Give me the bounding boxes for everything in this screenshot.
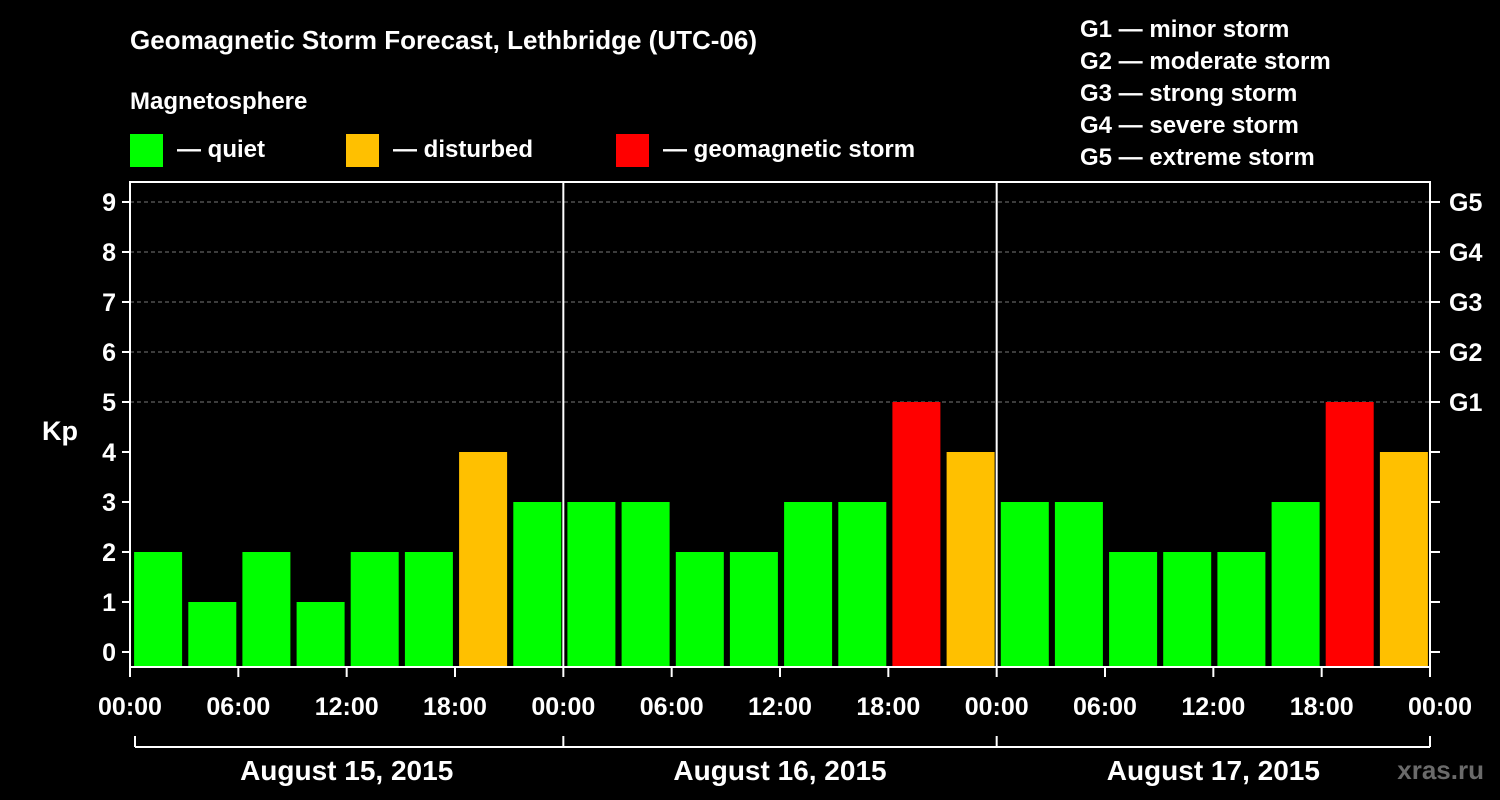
x-tick-label-3: 18:00 [423,693,487,721]
y-tick-label-1: 1 [102,589,116,617]
y-tick-label-6: 6 [102,339,116,367]
bar-0 [134,552,183,667]
y-tick-label-7: 7 [102,289,116,317]
legend-title: Magnetosphere [130,88,307,115]
x-tick-label-11: 18:00 [1290,693,1354,721]
y-ticks: 0 1 2 3 4 5 6 7 8 9 [102,189,130,667]
bar-4 [350,552,399,667]
storm-level-ticks: G1 G2 G3 G4 G5 [1430,189,1482,653]
legend-label-disturbed: — disturbed [393,136,533,163]
day-label-2: August 17, 2015 [1107,755,1320,786]
bar-6 [459,452,508,667]
bar-9 [621,502,670,667]
storm-scale-legend: G1 — minor storm G2 — moderate storm G3 … [1080,16,1331,171]
storm-level-label-g3: G3 [1449,289,1482,317]
x-ticks: 00:00 06:00 12:00 18:00 00:00 06:00 12:00 18:00… [98,667,1472,721]
y-tick-label-0: 0 [102,639,116,667]
bar-17 [1054,502,1103,667]
bar-16 [1000,502,1049,667]
x-tick-label-7: 18:00 [856,693,920,721]
x-tick-label-0: 00:00 [98,693,162,721]
bar-18 [1109,552,1158,667]
y-tick-label-9: 9 [102,189,116,217]
storm-level-label-g5: G5 [1449,189,1482,217]
bar-14 [892,402,941,667]
x-tick-label-12: 00:00 [1408,693,1472,721]
y-tick-label-2: 2 [102,539,116,567]
storm-scale-g2: G2 — moderate storm [1080,48,1331,75]
x-tick-label-6: 12:00 [748,693,812,721]
y-tick-label-8: 8 [102,239,116,267]
day-label-0: August 15, 2015 [240,755,453,786]
bar-19 [1163,552,1212,667]
storm-scale-g4: G4 — severe storm [1080,112,1299,139]
gridlines [130,201,1430,403]
y-tick-label-4: 4 [102,439,116,467]
bar-12 [784,502,833,667]
bar-8 [567,502,616,667]
storm-scale-g5: G5 — extreme storm [1080,144,1315,171]
bars [134,402,1428,667]
x-tick-label-8: 00:00 [965,693,1029,721]
day-dividers [562,182,998,667]
x-tick-label-5: 06:00 [640,693,704,721]
bar-3 [296,602,345,667]
y-tick-label-3: 3 [102,489,116,517]
day-label-1: August 16, 2015 [673,755,886,786]
bar-1 [188,602,237,667]
x-tick-label-2: 12:00 [315,693,379,721]
bar-11 [729,552,778,667]
legend-label-storm: — geomagnetic storm [663,136,915,163]
y-tick-label-5: 5 [102,389,116,417]
legend-swatch-storm [616,134,649,167]
chart-title: Geomagnetic Storm Forecast, Lethbridge (… [130,25,757,55]
storm-level-label-g4: G4 [1449,239,1482,267]
bar-15 [946,452,995,667]
legend-label-quiet: — quiet [177,136,265,163]
storm-scale-g1: G1 — minor storm [1080,16,1289,43]
day-labels: August 15, 2015 August 16, 2015 August 17,… [240,755,1320,786]
day-bracket [134,736,1431,748]
bar-2 [242,552,291,667]
storm-level-label-g2: G2 [1449,339,1482,367]
bar-20 [1217,552,1266,667]
x-tick-label-10: 12:00 [1181,693,1245,721]
x-tick-label-4: 00:00 [531,693,595,721]
bar-7 [513,502,562,667]
bar-10 [675,552,724,667]
bar-13 [838,502,887,667]
bar-23 [1379,452,1428,667]
bar-21 [1271,502,1320,667]
watermark: xras.ru [1397,755,1484,785]
legend-swatch-quiet [130,134,163,167]
legend-swatch-disturbed [346,134,379,167]
storm-level-label-g1: G1 [1449,389,1482,417]
bar-22 [1325,402,1374,667]
storm-scale-g3: G3 — strong storm [1080,80,1297,107]
y-axis-label: Kp [42,416,78,446]
x-tick-label-9: 06:00 [1073,693,1137,721]
bar-5 [404,552,453,667]
x-tick-label-1: 06:00 [206,693,270,721]
